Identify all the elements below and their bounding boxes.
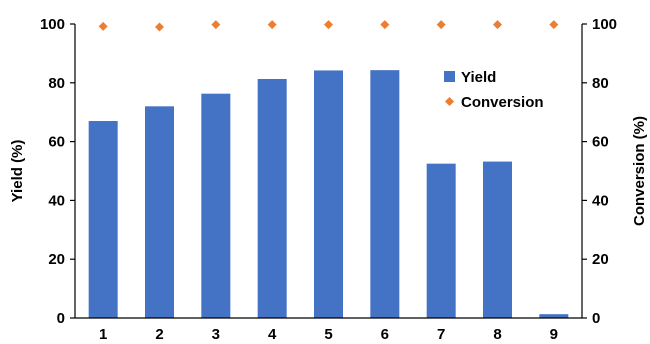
bar-yield-9 — [539, 314, 569, 318]
legend-label-yield: Yield — [461, 69, 496, 86]
y-tick-label: 100 — [40, 16, 65, 33]
x-tick-label: 1 — [99, 326, 107, 343]
y2-tick-label: 40 — [592, 192, 609, 209]
bar-yield-2 — [145, 106, 174, 318]
x-tick-label: 6 — [381, 326, 389, 343]
bar-yield-7 — [426, 163, 456, 318]
y2-axis-title: Conversion (%) — [631, 116, 648, 226]
point-conversion-9 — [549, 20, 559, 30]
point-conversion-2 — [155, 22, 164, 32]
point-conversion-1 — [98, 21, 108, 31]
y-tick-label: 0 — [57, 310, 65, 327]
y-tick-label: 20 — [48, 251, 65, 268]
bar-yield-4 — [257, 78, 287, 318]
y-tick-label: 80 — [48, 75, 65, 92]
point-conversion-8 — [493, 20, 502, 30]
y2-tick-label: 60 — [592, 134, 609, 151]
x-tick-label: 7 — [437, 326, 445, 343]
x-tick-label: 8 — [493, 326, 501, 343]
bars-layer — [88, 70, 569, 319]
y2-tick-label: 80 — [592, 75, 609, 92]
bar-yield-8 — [483, 161, 512, 318]
bar-yield-5 — [314, 70, 343, 318]
point-conversion-5 — [324, 20, 333, 30]
bar-yield-1 — [88, 121, 118, 319]
y-tick-label: 40 — [48, 192, 65, 209]
point-conversion-7 — [436, 20, 446, 30]
legend: Yield Conversion — [444, 69, 544, 111]
points-layer — [98, 20, 559, 32]
y-axis-title: Yield (%) — [9, 140, 26, 203]
y2-tick-label: 0 — [592, 310, 600, 327]
y2-tick-label: 100 — [592, 16, 617, 33]
x-tick-label: 3 — [212, 326, 220, 343]
legend-label-conversion: Conversion — [461, 94, 544, 111]
axes-layer: 0 20 40 60 80 100 0 20 40 60 80 100 1 2 3 4 5 6 7 8 9 — [40, 16, 617, 343]
x-tick-label: 2 — [155, 326, 163, 343]
x-tick-label: 4 — [268, 326, 277, 343]
y2-tick-label: 20 — [592, 251, 609, 268]
legend-swatch-yield — [444, 71, 455, 82]
x-tick-label: 5 — [324, 326, 332, 343]
x-tick-label: 9 — [550, 326, 558, 343]
point-conversion-6 — [380, 20, 390, 30]
point-conversion-3 — [211, 20, 221, 30]
bar-yield-6 — [370, 70, 400, 318]
bar-yield-3 — [201, 93, 231, 319]
legend-swatch-conversion — [445, 97, 454, 106]
point-conversion-4 — [267, 20, 277, 30]
y-tick-label: 60 — [48, 134, 65, 151]
